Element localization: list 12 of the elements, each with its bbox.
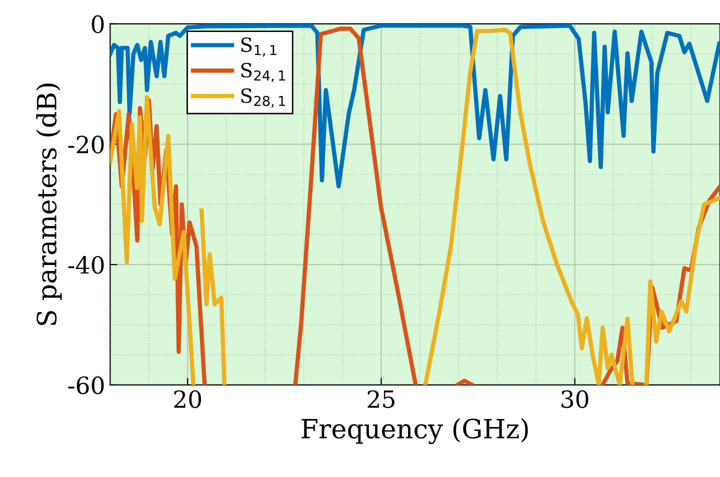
- legend-label: S$_{24,1}$: [241, 62, 285, 82]
- x-tick-label: 25: [368, 390, 394, 408]
- x-axis-title: Frequency (GHz): [302, 418, 528, 444]
- y-tick-label: -40: [68, 256, 104, 274]
- x-tick-label: 20: [174, 390, 202, 408]
- y-tick-label: -60: [68, 376, 104, 394]
- y-tick-label: 0: [92, 15, 104, 34]
- y-tick-label: -20: [68, 136, 104, 154]
- y-axis-title: S parameters (dB): [36, 84, 62, 326]
- x-tick-label: 30: [562, 390, 588, 408]
- legend-label: S$_{1,1}$: [241, 37, 276, 57]
- legend-label: S$_{28,1}$: [241, 88, 285, 108]
